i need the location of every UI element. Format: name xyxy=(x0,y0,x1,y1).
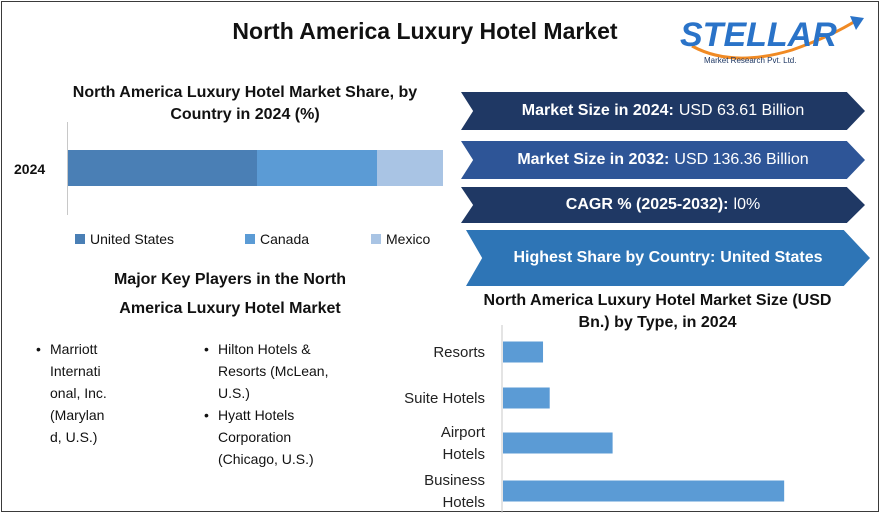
banner-label: Market Size in 2032: xyxy=(517,151,670,168)
type-bar xyxy=(503,387,550,409)
share-chart-axis xyxy=(67,122,68,215)
type-tick-label: Business Hotels xyxy=(424,472,485,511)
share-chart-row-label: 2024 xyxy=(14,161,46,177)
key-player-hilton: • Hilton Hotels & Resorts (McLean, U.S.) xyxy=(204,338,374,404)
market-size-2024-banner: Market Size in 2024: USD 63.61 Billion xyxy=(461,92,865,130)
cagr-banner: CAGR % (2025-2032): l0% xyxy=(461,187,865,223)
legend-label: Mexico xyxy=(386,231,431,247)
banner-value: l0% xyxy=(733,196,761,213)
legend-swatch xyxy=(371,234,381,244)
banner-value: USD 63.61 Billion xyxy=(678,102,805,119)
legend-swatch xyxy=(245,234,255,244)
banner-label: Market Size in 2024: xyxy=(521,102,674,119)
type-bar xyxy=(503,432,613,454)
svg-text:Market Research Pvt. Ltd.: Market Research Pvt. Ltd. xyxy=(704,56,796,65)
share-bar-mexico xyxy=(377,150,443,186)
banner-value: United States xyxy=(720,249,823,266)
player-line: (Marylan xyxy=(50,407,105,423)
highest-share-banner: Highest Share by Country: United States xyxy=(466,230,870,286)
key-players-title-line1: Major Key Players in the North xyxy=(113,271,347,288)
type-bar xyxy=(503,341,544,363)
player-line: Resorts (McLean, xyxy=(218,363,329,379)
player-line: (Chicago, U.S.) xyxy=(218,451,314,467)
type-tick-label: Airport Hotels xyxy=(441,424,486,463)
key-players-title-line2: America Luxury Hotel Market xyxy=(119,300,341,317)
bullet: • xyxy=(204,407,209,423)
type-chart-title: North America Luxury Hotel Market Size (… xyxy=(455,290,860,334)
type-tick-label: Resorts xyxy=(433,344,485,361)
svg-text:STELLAR: STELLAR xyxy=(680,16,837,54)
banner-value: USD 136.36 Billion xyxy=(674,151,809,168)
type-chart-title-line2: Bn.) by Type, in 2024 xyxy=(578,314,737,331)
player-line: Corporation xyxy=(218,429,292,445)
legend-label: United States xyxy=(90,231,175,247)
legend-item: Mexico xyxy=(371,231,430,247)
type-tick-label: Suite Hotels xyxy=(404,390,485,407)
type-bar xyxy=(503,480,785,502)
page-title: North America Luxury Hotel Market xyxy=(232,18,618,44)
market-size-2032-banner: Market Size in 2032: USD 136.36 Billion xyxy=(461,141,865,179)
legend-swatch xyxy=(75,234,85,244)
key-player-marriott: • Marriott Internati onal, Inc. (Marylan… xyxy=(36,338,146,448)
banner-label: CAGR % (2025-2032): xyxy=(565,196,729,213)
player-line: Hilton Hotels & xyxy=(218,341,311,357)
legend-label: Canada xyxy=(260,231,310,247)
player-line: onal, Inc. xyxy=(50,385,107,401)
bullet: • xyxy=(204,341,209,357)
player-line: Hyatt Hotels xyxy=(218,407,295,423)
share-chart-title-line2: Country in 2024 (%) xyxy=(170,106,320,123)
banner-label: Highest Share by Country: xyxy=(513,249,716,266)
share-chart-legend: United States Canada Mexico xyxy=(75,231,455,249)
stellar-logo: STELLAR Market Research Pvt. Ltd. xyxy=(672,6,872,68)
share-bar-united-states xyxy=(68,150,258,186)
legend-item: Canada xyxy=(245,231,309,247)
player-line: U.S.) xyxy=(218,385,250,401)
legend-item: United States xyxy=(75,231,174,247)
share-chart-title-line1: North America Luxury Hotel Market Share,… xyxy=(72,84,418,101)
player-line: Internati xyxy=(50,363,101,379)
key-player-hyatt: • Hyatt Hotels Corporation (Chicago, U.S… xyxy=(204,404,374,470)
bullet: • xyxy=(36,341,41,357)
share-chart-title: North America Luxury Hotel Market Share,… xyxy=(30,82,460,126)
key-players-title: Major Key Players in the North America L… xyxy=(40,265,420,323)
player-line: Marriott xyxy=(50,341,98,357)
player-line: d, U.S.) xyxy=(50,429,98,445)
type-chart-title-line1: North America Luxury Hotel Market Size (… xyxy=(483,292,832,309)
share-bar-canada xyxy=(257,150,378,186)
type-chart: Resorts Suite Hotels Airport Hotels Business… xyxy=(404,325,785,513)
